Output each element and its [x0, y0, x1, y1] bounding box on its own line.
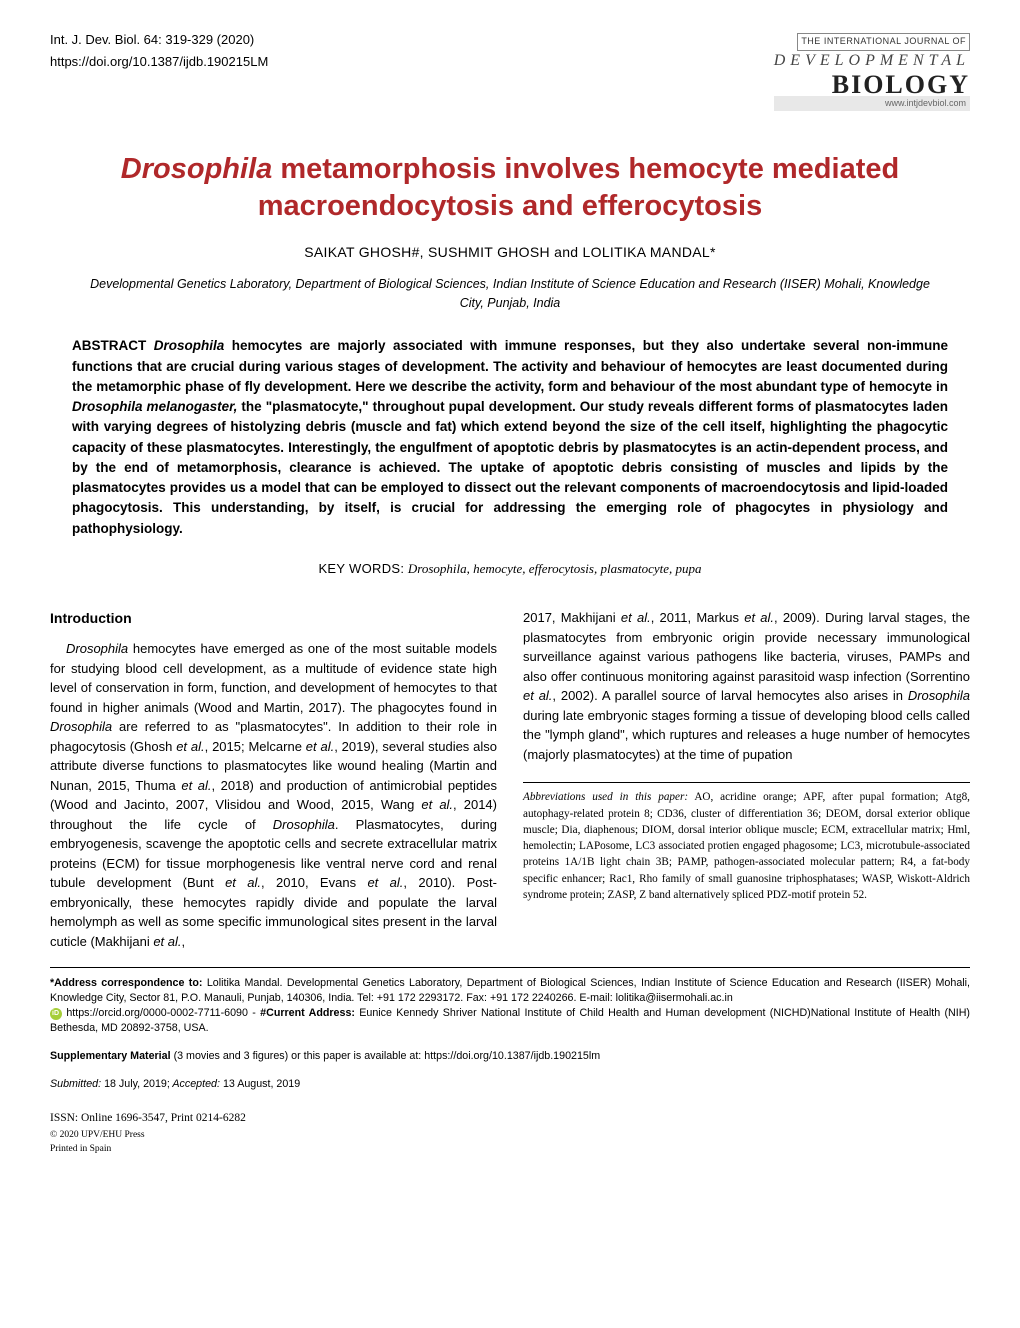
current-address-label: #Current Address: — [260, 1007, 355, 1019]
journal-info: Int. J. Dev. Biol. 64: 319-329 (2020) ht… — [50, 30, 268, 71]
footnote-divider — [50, 967, 970, 968]
issn-block: ISSN: Online 1696-3547, Print 0214-6282 … — [50, 1110, 970, 1156]
section-heading-introduction: Introduction — [50, 608, 497, 629]
abstract-label: ABSTRACT — [72, 338, 146, 353]
journal-citation: Int. J. Dev. Biol. 64: 319-329 (2020) — [50, 30, 268, 50]
affiliation: Developmental Genetics Laboratory, Depar… — [50, 275, 970, 313]
supplementary-text: (3 movies and 3 figures) or this paper i… — [174, 1050, 601, 1062]
left-column: Introduction Drosophila hemocytes have e… — [50, 608, 497, 951]
keywords-text: Drosophila, hemocyte, efferocytosis, pla… — [408, 561, 702, 576]
abstract-block: ABSTRACT Drosophila hemocytes are majorl… — [50, 336, 970, 539]
abbrev-label: Abbreviations used in this paper: — [523, 791, 688, 803]
keywords-label: KEY WORDS: — [318, 561, 404, 576]
header-row: Int. J. Dev. Biol. 64: 319-329 (2020) ht… — [50, 30, 970, 111]
intro-paragraph-right: 2017, Makhijani et al., 2011, Markus et … — [523, 608, 970, 764]
logo-word-developmental: DEVELOPMENTAL — [774, 49, 970, 73]
keywords-row: KEY WORDS: Drosophila, hemocyte, efferoc… — [50, 559, 970, 579]
logo-subtitle: THE INTERNATIONAL JOURNAL OF — [797, 33, 970, 51]
logo-word-biology: BIOLOGY — [774, 73, 970, 96]
body-columns: Introduction Drosophila hemocytes have e… — [50, 608, 970, 951]
supplementary-note: Supplementary Material (3 movies and 3 f… — [50, 1048, 970, 1064]
submitted-label: Submitted: — [50, 1078, 101, 1090]
orcid-icon[interactable] — [50, 1008, 62, 1020]
copyright-line: © 2020 UPV/EHU Press — [50, 1128, 970, 1142]
intro-paragraph-left: Drosophila hemocytes have emerged as one… — [50, 639, 497, 951]
abbrev-text: AO, acridine orange; APF, after pupal fo… — [523, 791, 970, 900]
accepted-date: 13 August, 2019 — [223, 1078, 300, 1090]
printed-in-line: Printed in Spain — [50, 1142, 970, 1156]
submission-dates: Submitted: 18 July, 2019; Accepted: 13 A… — [50, 1076, 970, 1092]
orcid-link[interactable]: https://orcid.org/0000-0002-7711-6090 - — [66, 1007, 256, 1019]
supplementary-label: Supplementary Material — [50, 1050, 171, 1062]
issn-line: ISSN: Online 1696-3547, Print 0214-6282 — [50, 1110, 970, 1127]
accepted-label: Accepted: — [172, 1078, 220, 1090]
correspondence-footnote: *Address correspondence to: Lolitika Man… — [50, 976, 970, 1036]
right-column: 2017, Makhijani et al., 2011, Markus et … — [523, 608, 970, 951]
journal-logo: THE INTERNATIONAL JOURNAL OF DEVELOPMENT… — [774, 30, 970, 111]
submitted-date: 18 July, 2019; — [104, 1078, 170, 1090]
abbreviations-box: Abbreviations used in this paper: AO, ac… — [523, 782, 970, 903]
correspondence-label: *Address correspondence to: — [50, 977, 202, 989]
authors-list: SAIKAT GHOSH#, SUSHMIT GHOSH and LOLITIK… — [50, 242, 970, 263]
article-title: Drosophila metamorphosis involves hemocy… — [50, 151, 970, 224]
doi-link[interactable]: https://doi.org/10.1387/ijdb.190215LM — [50, 52, 268, 72]
